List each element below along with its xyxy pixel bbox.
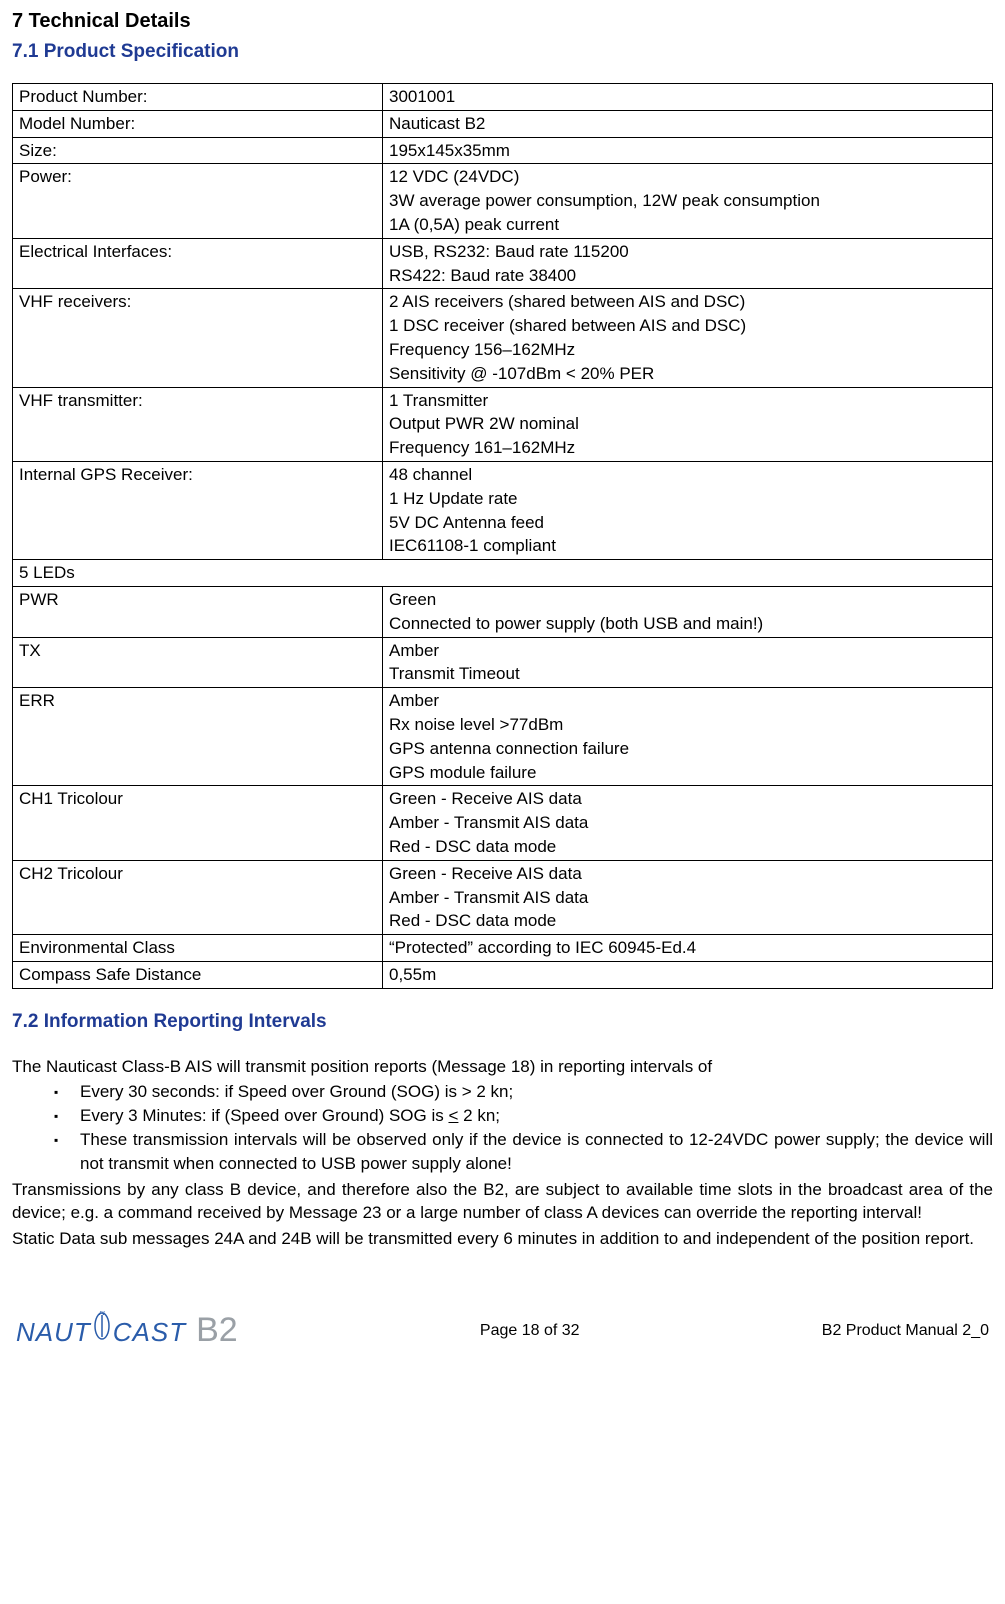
table-row: VHF receivers:2 AIS receivers (shared be…	[13, 289, 993, 387]
table-cell-value: Green - Receive AIS data Amber - Transmi…	[383, 860, 993, 934]
table-cell-label: TX	[13, 637, 383, 688]
table-cell-value: 0,55m	[383, 961, 993, 988]
logo-text-b2: B2	[196, 1311, 238, 1350]
page-footer: NAUT N CAST B2 Page 18 of 32 B2 Product …	[12, 1311, 993, 1350]
logo-text-naut: NAUT	[16, 1317, 91, 1348]
bullet-list: Every 30 seconds: if Speed over Ground (…	[12, 1080, 993, 1175]
table-cell-value: Amber Rx noise level >77dBm GPS antenna …	[383, 688, 993, 786]
table-cell-value: 1 Transmitter Output PWR 2W nominal Freq…	[383, 387, 993, 461]
logo-text-cast: CAST	[113, 1317, 186, 1348]
body-text: Transmissions by any class B device, and…	[12, 1178, 993, 1226]
brand-logo: NAUT N CAST B2	[16, 1311, 238, 1350]
table-row: ERRAmber Rx noise level >77dBm GPS anten…	[13, 688, 993, 786]
table-row: Compass Safe Distance0,55m	[13, 961, 993, 988]
table-cell-value: “Protected” according to IEC 60945-Ed.4	[383, 935, 993, 962]
svg-text:N: N	[99, 1311, 105, 1317]
table-row: CH2 TricolourGreen - Receive AIS data Am…	[13, 860, 993, 934]
body-text: The Nauticast Class-B AIS will transmit …	[12, 1055, 993, 1079]
table-cell-label: Product Number:	[13, 84, 383, 111]
section-heading: 7 Technical Details	[12, 10, 993, 33]
table-row: Internal GPS Receiver:48 channel 1 Hz Up…	[13, 461, 993, 559]
table-cell-label: Environmental Class	[13, 935, 383, 962]
page-number: Page 18 of 32	[480, 1322, 580, 1340]
table-cell-label: VHF transmitter:	[13, 387, 383, 461]
table-cell-value: 2 AIS receivers (shared between AIS and …	[383, 289, 993, 387]
table-cell-label: ERR	[13, 688, 383, 786]
list-item: These transmission intervals will be obs…	[80, 1128, 993, 1176]
table-row: Electrical Interfaces:USB, RS232: Baud r…	[13, 238, 993, 289]
table-cell-label: Internal GPS Receiver:	[13, 461, 383, 559]
table-cell-full: 5 LEDs	[13, 560, 993, 587]
table-row: TXAmber Transmit Timeout	[13, 637, 993, 688]
list-item: Every 30 seconds: if Speed over Ground (…	[80, 1080, 993, 1104]
table-row: Size:195x145x35mm	[13, 137, 993, 164]
table-cell-label: CH1 Tricolour	[13, 786, 383, 860]
table-cell-value: Green - Receive AIS data Amber - Transmi…	[383, 786, 993, 860]
subsection-heading: 7.2 Information Reporting Intervals	[12, 1011, 993, 1033]
table-cell-label: Model Number:	[13, 110, 383, 137]
table-cell-value: Amber Transmit Timeout	[383, 637, 993, 688]
list-item: Every 3 Minutes: if (Speed over Ground) …	[80, 1104, 993, 1128]
table-cell-label: Electrical Interfaces:	[13, 238, 383, 289]
logo-divider-icon: N	[93, 1315, 111, 1341]
table-cell-value: USB, RS232: Baud rate 115200 RS422: Baud…	[383, 238, 993, 289]
table-row: Environmental Class“Protected” according…	[13, 935, 993, 962]
table-row: VHF transmitter:1 Transmitter Output PWR…	[13, 387, 993, 461]
table-cell-value: Green Connected to power supply (both US…	[383, 586, 993, 637]
table-cell-value: 3001001	[383, 84, 993, 111]
document-id: B2 Product Manual 2_0	[822, 1322, 989, 1340]
table-cell-label: Power:	[13, 164, 383, 238]
subsection-heading: 7.1 Product Specification	[12, 41, 993, 63]
table-cell-value: 12 VDC (24VDC) 3W average power consumpt…	[383, 164, 993, 238]
table-row: PWRGreen Connected to power supply (both…	[13, 586, 993, 637]
table-cell-label: Size:	[13, 137, 383, 164]
table-row: CH1 TricolourGreen - Receive AIS data Am…	[13, 786, 993, 860]
table-cell-value: Nauticast B2	[383, 110, 993, 137]
table-cell-label: VHF receivers:	[13, 289, 383, 387]
table-row: Product Number:3001001	[13, 84, 993, 111]
body-text: Static Data sub messages 24A and 24B wil…	[12, 1227, 993, 1251]
table-cell-value: 48 channel 1 Hz Update rate 5V DC Antenn…	[383, 461, 993, 559]
table-cell-value: 195x145x35mm	[383, 137, 993, 164]
table-row: 5 LEDs	[13, 560, 993, 587]
table-cell-label: CH2 Tricolour	[13, 860, 383, 934]
table-row: Power:12 VDC (24VDC) 3W average power co…	[13, 164, 993, 238]
table-cell-label: Compass Safe Distance	[13, 961, 383, 988]
spec-table: Product Number:3001001Model Number:Nauti…	[12, 83, 993, 989]
table-row: Model Number:Nauticast B2	[13, 110, 993, 137]
table-cell-label: PWR	[13, 586, 383, 637]
